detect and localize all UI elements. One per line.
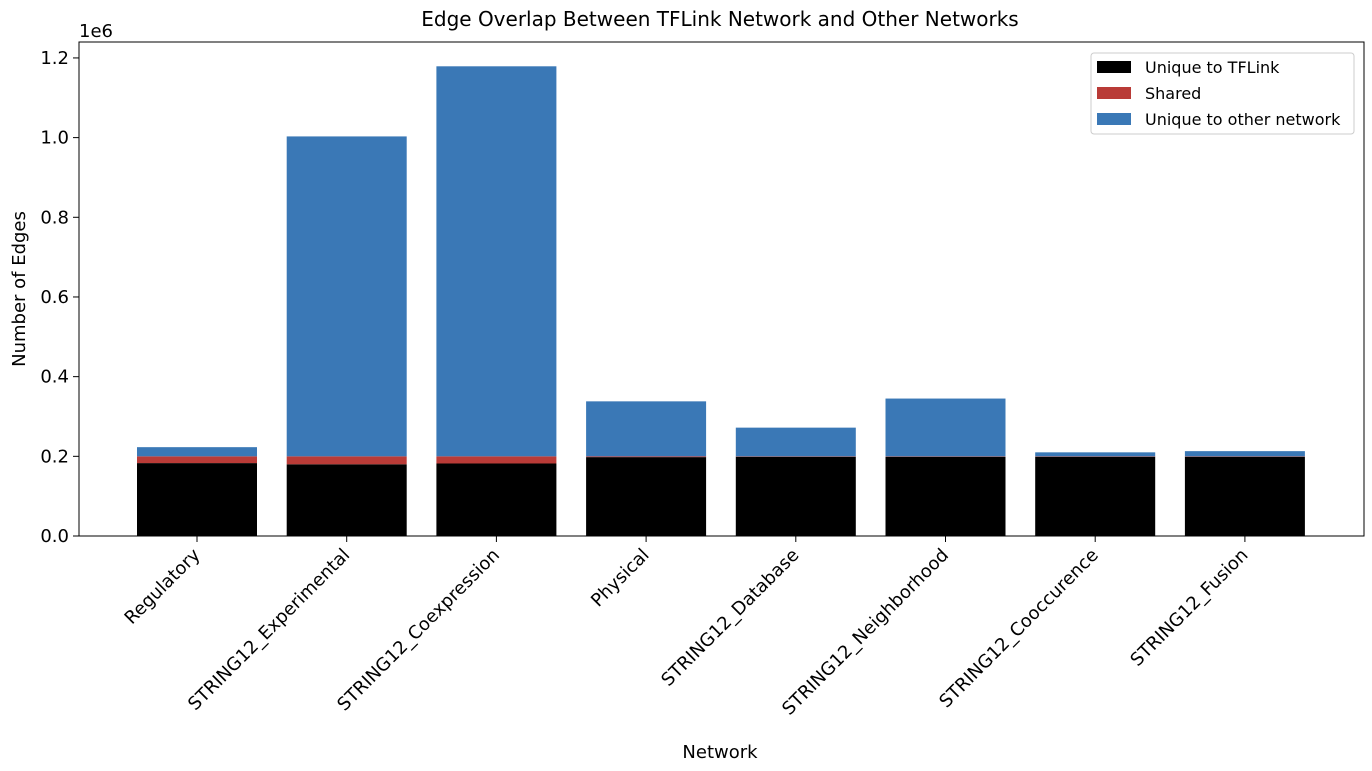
x-tick-label: STRING12_Fusion bbox=[1126, 545, 1252, 671]
legend-swatch bbox=[1097, 61, 1131, 73]
x-tick-label: STRING12_Cooccurence bbox=[935, 545, 1102, 712]
plot-area bbox=[137, 66, 1305, 536]
x-tick-label: STRING12_Database bbox=[657, 545, 803, 691]
y-tick-label: 1.0 bbox=[40, 128, 69, 149]
legend-swatch bbox=[1097, 113, 1131, 125]
x-tick-label: STRING12_Experimental bbox=[184, 545, 354, 715]
bar-segment-string12-cooccurence-series-0 bbox=[1035, 456, 1156, 536]
y-tick-label: 0.0 bbox=[40, 526, 69, 547]
legend-box bbox=[1090, 52, 1355, 135]
legend-label: Shared bbox=[1145, 84, 1201, 103]
axes-frame bbox=[78, 41, 1365, 537]
legend-label: Unique to TFLink bbox=[1145, 58, 1280, 77]
bar-segment-string12-database-series-0 bbox=[735, 456, 856, 536]
y-tick-label: 0.8 bbox=[40, 207, 69, 228]
bar-segment-string12-cooccurence-series-2 bbox=[1035, 452, 1156, 457]
bar-segment-string12-fusion-series-0 bbox=[1184, 456, 1305, 536]
bar-segment-regulatory-series-1 bbox=[137, 456, 257, 464]
bar-segment-string12-fusion-series-2 bbox=[1184, 451, 1305, 457]
y-tick-label: 0.6 bbox=[40, 287, 69, 308]
bar-segment-regulatory-series-0 bbox=[137, 463, 257, 536]
y-axis: 0.0 0.2 0.4 0.6 0.8 1.0 1.2 bbox=[40, 48, 79, 547]
bar-segment-regulatory-series-2 bbox=[137, 447, 257, 457]
x-tick-label: STRING12_Coexpression bbox=[333, 545, 504, 716]
y-axis-label: Number of Edges bbox=[9, 211, 30, 367]
x-tick-label: Regulatory bbox=[121, 544, 205, 628]
bar-segment-physical-series-0 bbox=[586, 457, 707, 536]
x-tick-label: STRING12_Neighborhood bbox=[778, 545, 953, 720]
bar-segment-string12-experimental-series-1 bbox=[286, 456, 407, 465]
bar-segment-string12-database-series-2 bbox=[735, 427, 856, 457]
y-tick-label: 1.2 bbox=[40, 48, 69, 69]
bar-segment-string12-experimental-series-0 bbox=[286, 464, 407, 536]
chart-title: Edge Overlap Between TFLink Network and … bbox=[421, 7, 1018, 31]
bar-segment-string12-neighborhood-series-2 bbox=[885, 398, 1006, 457]
bar-segment-string12-experimental-series-2 bbox=[286, 136, 407, 457]
bar-segment-physical-series-2 bbox=[586, 401, 707, 457]
bar-segment-string12-coexpression-series-1 bbox=[436, 456, 557, 464]
bar-segment-physical-series-1 bbox=[586, 456, 707, 458]
legend-label: Unique to other network bbox=[1145, 110, 1341, 129]
x-axis-label: Network bbox=[682, 742, 758, 763]
legend: Unique to TFLink Shared Unique to other ne… bbox=[1090, 52, 1355, 135]
bar-segment-string12-coexpression-series-0 bbox=[436, 463, 557, 536]
bar-segment-string12-coexpression-series-2 bbox=[436, 66, 557, 457]
bar-segment-string12-neighborhood-series-0 bbox=[885, 456, 1006, 536]
y-tick-label: 0.2 bbox=[40, 446, 69, 467]
x-tick-label: Physical bbox=[587, 545, 654, 612]
legend-swatch bbox=[1097, 87, 1131, 99]
y-axis-multiplier: 1e6 bbox=[79, 21, 113, 42]
x-axis: RegulatorySTRING12_ExperimentalSTRING12_… bbox=[121, 536, 1252, 720]
y-tick-label: 0.4 bbox=[40, 367, 69, 388]
